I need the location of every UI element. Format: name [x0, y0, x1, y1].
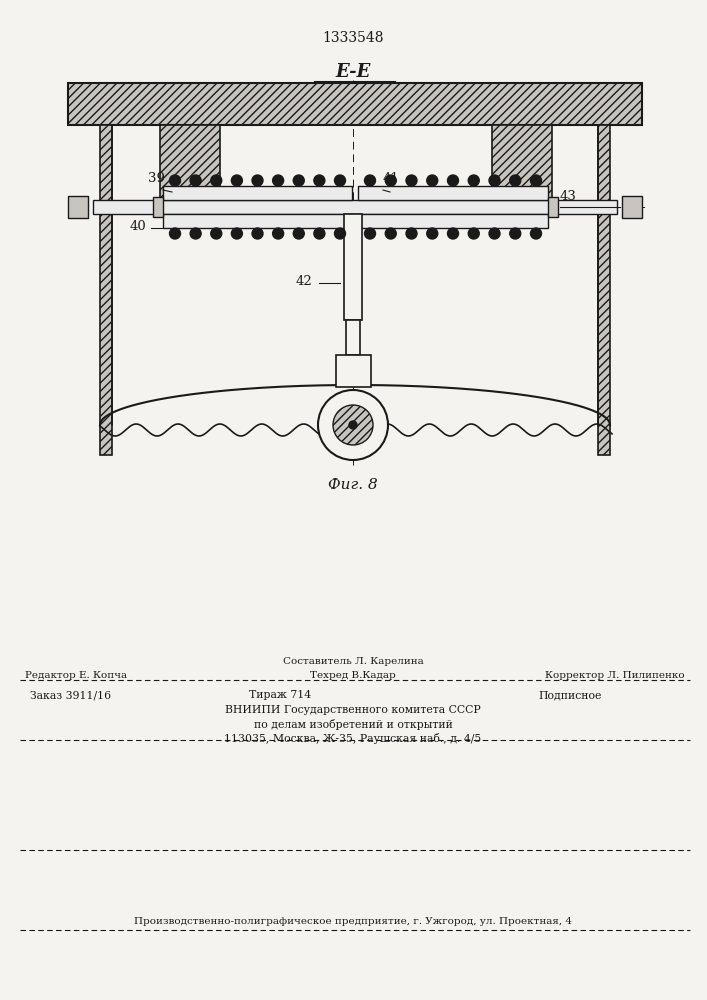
- Bar: [93, 200, 617, 214]
- Bar: [163, 214, 352, 228]
- Text: 39: 39: [148, 172, 165, 185]
- Circle shape: [273, 175, 284, 186]
- Circle shape: [510, 228, 521, 239]
- Circle shape: [211, 228, 222, 239]
- Bar: [358, 214, 548, 228]
- Text: 40: 40: [130, 220, 147, 233]
- Bar: [548, 197, 558, 217]
- Circle shape: [231, 228, 243, 239]
- Circle shape: [273, 228, 284, 239]
- Circle shape: [334, 228, 346, 239]
- Text: 1333548: 1333548: [322, 31, 384, 45]
- Text: ВНИИПИ Государственного комитета СССР: ВНИИПИ Государственного комитета СССР: [225, 705, 481, 715]
- Circle shape: [427, 175, 438, 186]
- Text: 41: 41: [383, 172, 399, 185]
- Circle shape: [211, 175, 222, 186]
- Text: Заказ 3911/16: Заказ 3911/16: [30, 690, 111, 700]
- Text: 113035, Москва, Ж-35, Раушская наб., д. 4/5: 113035, Москва, Ж-35, Раушская наб., д. …: [224, 732, 481, 744]
- Text: E-E: E-E: [335, 63, 370, 81]
- Bar: [492, 125, 552, 200]
- Text: Корректор Л. Пилипенко: Корректор Л. Пилипенко: [545, 670, 685, 680]
- Circle shape: [190, 175, 201, 186]
- Circle shape: [385, 175, 396, 186]
- Circle shape: [318, 390, 388, 460]
- Bar: [153, 197, 163, 217]
- Circle shape: [530, 228, 542, 239]
- Circle shape: [510, 175, 521, 186]
- Circle shape: [333, 405, 373, 445]
- Circle shape: [448, 228, 459, 239]
- Circle shape: [489, 228, 500, 239]
- Bar: [346, 320, 360, 355]
- Bar: [598, 125, 610, 455]
- Text: Редактор Е. Копча: Редактор Е. Копча: [25, 670, 127, 680]
- Bar: [336, 355, 371, 387]
- Circle shape: [314, 175, 325, 186]
- Circle shape: [314, 228, 325, 239]
- Circle shape: [406, 228, 417, 239]
- Circle shape: [468, 175, 479, 186]
- Bar: [344, 214, 362, 320]
- Bar: [100, 125, 112, 455]
- Circle shape: [385, 228, 396, 239]
- Circle shape: [349, 421, 357, 429]
- Circle shape: [231, 175, 243, 186]
- Text: Подписное: Подписное: [538, 690, 602, 700]
- Bar: [160, 125, 220, 200]
- Text: Фиг. 8: Фиг. 8: [328, 478, 378, 492]
- Circle shape: [252, 175, 263, 186]
- Text: Техред В.Кадар: Техред В.Кадар: [310, 670, 396, 680]
- Circle shape: [489, 175, 500, 186]
- Circle shape: [190, 228, 201, 239]
- Circle shape: [365, 175, 375, 186]
- Bar: [163, 186, 352, 200]
- Text: по делам изобретений и открытий: по делам изобретений и открытий: [254, 718, 452, 730]
- Bar: [68, 196, 88, 218]
- Circle shape: [293, 175, 304, 186]
- Circle shape: [293, 228, 304, 239]
- Text: Составитель Л. Карелина: Составитель Л. Карелина: [283, 658, 423, 666]
- Circle shape: [448, 175, 459, 186]
- Circle shape: [334, 175, 346, 186]
- Circle shape: [170, 228, 180, 239]
- Bar: [358, 186, 548, 200]
- Circle shape: [468, 228, 479, 239]
- Bar: [622, 196, 642, 218]
- Circle shape: [427, 228, 438, 239]
- Text: Производственно-полиграфическое предприятие, г. Ужгород, ул. Проектная, 4: Производственно-полиграфическое предприя…: [134, 918, 572, 926]
- Circle shape: [530, 175, 542, 186]
- Circle shape: [406, 175, 417, 186]
- Text: 42: 42: [296, 275, 312, 288]
- Circle shape: [252, 228, 263, 239]
- Circle shape: [170, 175, 180, 186]
- Circle shape: [365, 228, 375, 239]
- Text: Тираж 714: Тираж 714: [249, 690, 311, 700]
- Text: 43: 43: [560, 190, 577, 203]
- Bar: [68, 83, 642, 125]
